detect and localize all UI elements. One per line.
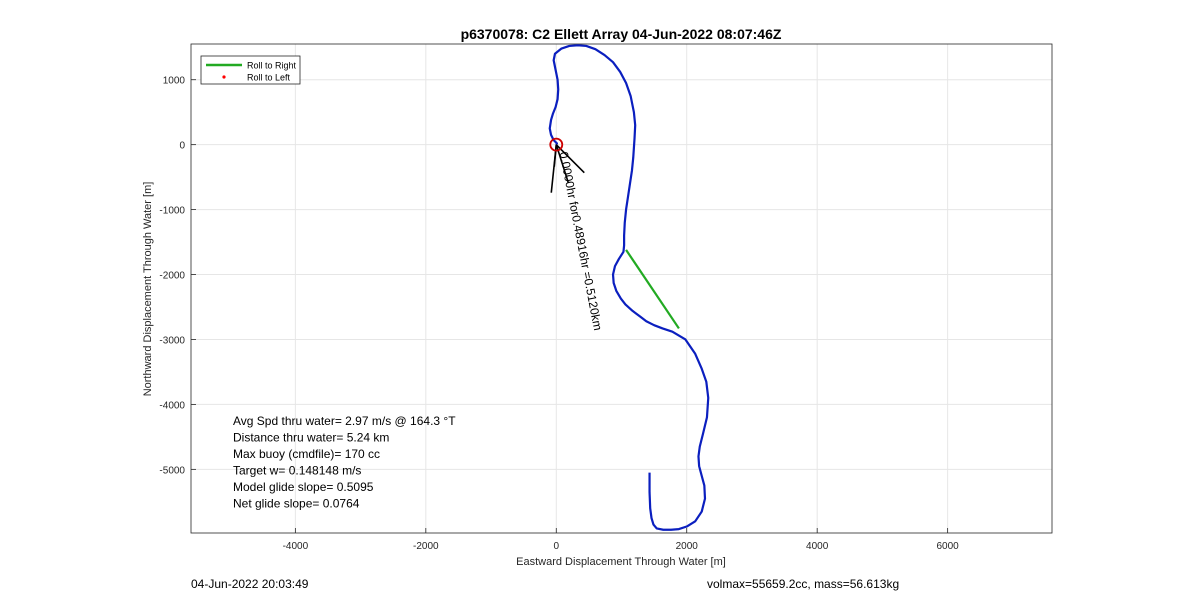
x-axis-label: Eastward Displacement Through Water [m] — [516, 556, 726, 568]
plot-area — [190, 43, 1053, 534]
x-tick-label: 4000 — [806, 541, 829, 552]
chart-title: p6370078: C2 Ellett Array 04-Jun-2022 08… — [461, 26, 782, 42]
trajectory-line — [548, 44, 710, 531]
footer-timestamp: 04-Jun-2022 20:03:49 — [191, 577, 309, 591]
stats-line: Model glide slope= 0.5095 — [233, 480, 374, 494]
glide-annotation: 0.0000hr for0.48916hr =0.5120km — [557, 151, 605, 332]
stats-box: Avg Spd thru water= 2.97 m/s @ 164.3 °T D… — [233, 414, 456, 511]
heading-tick — [553, 144, 558, 167]
y-tick-label: -4000 — [159, 400, 185, 411]
legend-swatch-dot — [222, 75, 226, 79]
x-tick-label: 6000 — [937, 541, 960, 552]
start-marker — [549, 137, 564, 152]
y-tick-label: -3000 — [159, 335, 185, 346]
x-tick-label: -4000 — [283, 541, 309, 552]
roll-right-segment — [625, 249, 680, 330]
stats-line: Target w= 0.148148 m/s — [233, 464, 361, 478]
y-tick-label: -1000 — [159, 206, 185, 217]
x-axis: -4000 -2000 0 2000 4000 6000 — [283, 528, 960, 552]
y-axis-label: Northward Displacement Through Water [m] — [142, 182, 154, 397]
x-tick-label: 2000 — [676, 541, 699, 552]
stats-line: Distance thru water= 5.24 km — [233, 431, 389, 445]
stats-line: Avg Spd thru water= 2.97 m/s @ 164.3 °T — [233, 414, 456, 428]
stats-line: Net glide slope= 0.0764 — [233, 497, 360, 511]
y-tick-label: -5000 — [159, 465, 185, 476]
grid-lines — [191, 44, 1052, 533]
legend: Roll to Right Roll to Left — [200, 55, 301, 85]
footer-mass-info: volmax=55659.2cc, mass=56.613kg — [707, 577, 900, 591]
trajectory: 0.0000hr for0.48916hr =0.5120km — [548, 44, 710, 531]
y-tick-label: -2000 — [159, 271, 185, 282]
y-axis: -5000 -4000 -3000 -2000 -1000 0 1000 — [159, 76, 196, 476]
y-tick-label: 1000 — [163, 76, 186, 87]
stats-line: Max buoy (cmdfile)= 170 cc — [233, 447, 380, 461]
x-tick-label: -2000 — [413, 541, 439, 552]
x-tick-label: 0 — [553, 541, 559, 552]
legend-label: Roll to Right — [247, 61, 297, 71]
y-tick-label: 0 — [179, 141, 185, 152]
legend-box — [200, 55, 301, 85]
legend-label: Roll to Left — [247, 73, 291, 83]
